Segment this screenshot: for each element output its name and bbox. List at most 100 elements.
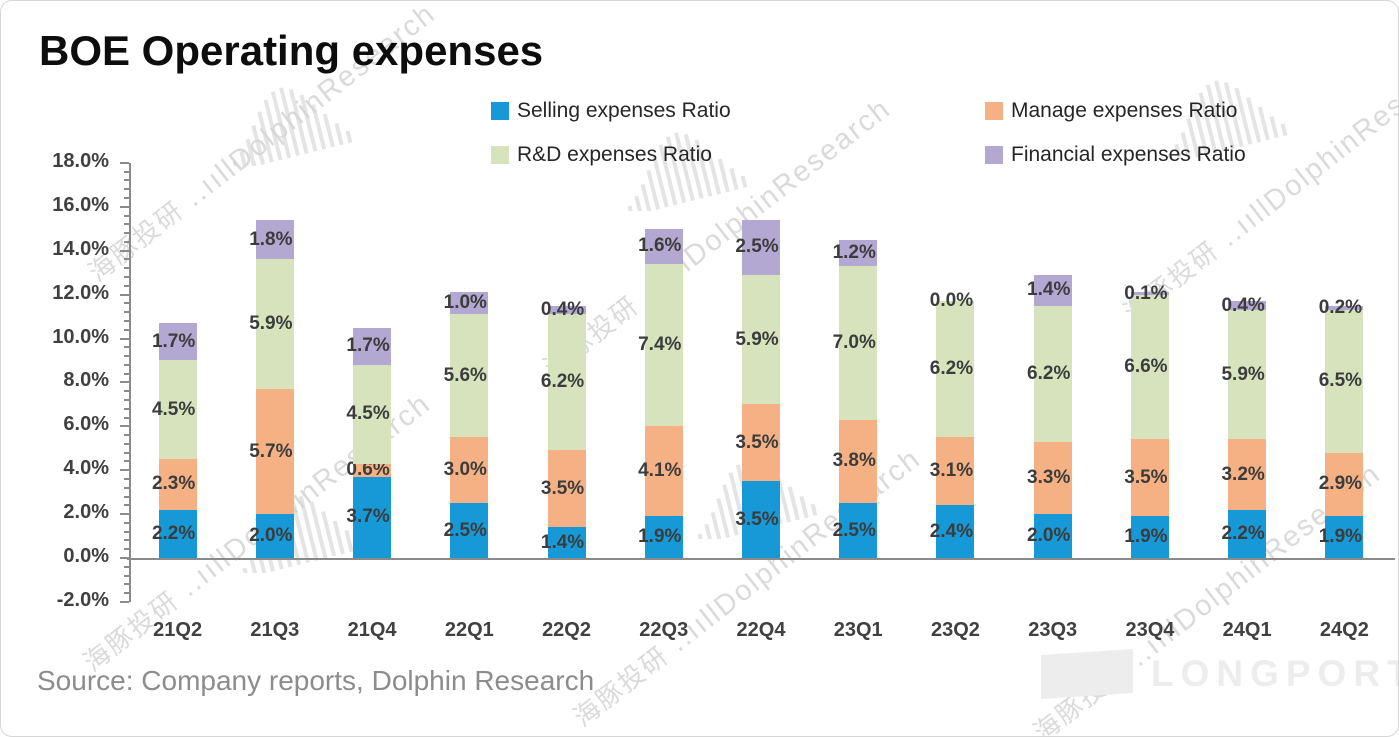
bar-segment xyxy=(255,514,294,558)
bar-segment xyxy=(1325,452,1364,517)
data-label: 5.7% xyxy=(249,440,293,462)
y-axis-label: 0.0% xyxy=(63,545,109,567)
bar-segment xyxy=(450,314,489,438)
data-label: 4.1% xyxy=(638,460,682,482)
bar-segment xyxy=(255,259,294,389)
y-axis-label: 16.0% xyxy=(52,193,109,216)
data-label: 1.4% xyxy=(540,531,585,553)
data-label: 1.7% xyxy=(346,335,390,357)
bar-segment xyxy=(644,516,683,558)
bar-segment xyxy=(547,450,586,528)
y-major-tick xyxy=(120,425,129,428)
data-label: 1.9% xyxy=(1318,526,1363,548)
y-minor-tick xyxy=(124,442,129,445)
y-minor-tick xyxy=(124,197,129,200)
y-minor-tick xyxy=(124,355,129,358)
bar-segment xyxy=(644,228,683,264)
data-label: 3.8% xyxy=(832,450,876,472)
x-axis-label: 24Q2 xyxy=(1319,619,1369,641)
bar-segment xyxy=(353,476,392,558)
bar-segment xyxy=(1228,509,1267,558)
data-label: 3.5% xyxy=(735,508,779,530)
legend-item-manage: Manage expenses Ratio xyxy=(985,99,1237,123)
y-axis-label: 14.0% xyxy=(52,237,109,260)
y-minor-tick xyxy=(124,284,129,287)
bar-segment xyxy=(1033,441,1072,515)
y-major-tick xyxy=(120,205,129,208)
data-label: 0.6% xyxy=(346,459,390,481)
bar-segment xyxy=(742,274,780,405)
y-minor-tick xyxy=(124,372,129,375)
bar-segment xyxy=(450,437,489,504)
data-label: 1.8% xyxy=(249,228,293,250)
bar-segment xyxy=(839,239,878,267)
data-label: 3.5% xyxy=(735,431,779,453)
bar-segment xyxy=(255,219,294,260)
x-axis-label: 22Q2 xyxy=(542,619,591,641)
y-minor-tick xyxy=(124,363,129,366)
data-label: 3.0% xyxy=(443,459,487,481)
y-minor-tick xyxy=(124,319,129,322)
bar-segment xyxy=(644,426,683,517)
legend-label: Selling expenses Ratio xyxy=(517,99,731,122)
y-minor-tick xyxy=(124,521,129,524)
data-label: 3.5% xyxy=(1124,466,1168,488)
bar-segment xyxy=(353,463,392,477)
bar-segment xyxy=(547,314,586,451)
y-minor-tick xyxy=(124,451,129,454)
data-label: 2.2% xyxy=(1221,522,1265,544)
bar-segment xyxy=(644,263,683,427)
y-minor-tick xyxy=(124,232,129,235)
data-label: 5.9% xyxy=(249,313,293,335)
bar-segment xyxy=(742,481,780,558)
x-axis-line xyxy=(127,558,1395,560)
bar-segment xyxy=(158,360,197,460)
bar-segment xyxy=(353,327,392,365)
data-label: 2.5% xyxy=(832,519,876,541)
data-label: 6.2% xyxy=(540,371,585,393)
data-label: 2.5% xyxy=(443,519,487,541)
y-minor-tick xyxy=(124,398,129,401)
bar-segment xyxy=(450,292,489,315)
y-major-tick xyxy=(120,337,129,340)
data-label: 0.0% xyxy=(929,290,974,312)
bar-segment xyxy=(1033,305,1072,442)
y-minor-tick xyxy=(124,170,129,173)
rnd-legend-swatch xyxy=(491,146,509,164)
data-label: 1.9% xyxy=(1124,526,1168,548)
bar-segment xyxy=(936,505,975,558)
data-label: 2.0% xyxy=(1027,525,1071,547)
data-label: 2.9% xyxy=(1318,473,1363,495)
bar-segment xyxy=(1130,294,1169,440)
bar-segment xyxy=(1228,439,1267,510)
y-minor-tick xyxy=(124,188,129,191)
bar-segment xyxy=(1130,516,1169,558)
y-minor-tick xyxy=(124,486,129,489)
data-label: 6.6% xyxy=(1124,356,1168,378)
data-label: 1.6% xyxy=(638,235,682,257)
legend-item-rnd: R&D expenses Ratio xyxy=(491,143,712,167)
y-axis-label: 12.0% xyxy=(52,281,109,304)
bar-segment xyxy=(158,323,197,361)
x-axis-label: 23Q1 xyxy=(833,619,883,641)
bar-segment xyxy=(936,301,975,438)
x-axis-label: 23Q4 xyxy=(1125,619,1175,641)
selling-legend-swatch xyxy=(491,102,509,120)
data-label: 0.1% xyxy=(1124,282,1168,304)
bar-segment xyxy=(742,404,780,482)
data-label: 0.4% xyxy=(1221,294,1265,316)
data-label: 0.2% xyxy=(1318,296,1363,318)
y-minor-tick xyxy=(124,477,129,480)
y-minor-tick xyxy=(124,179,129,182)
data-label: 3.7% xyxy=(346,506,390,528)
longport-logo: LONGPORT xyxy=(1041,649,1398,699)
x-axis-label: 21Q4 xyxy=(347,619,397,641)
y-minor-tick xyxy=(124,416,129,419)
y-major-tick xyxy=(120,557,129,559)
y-minor-tick xyxy=(124,460,129,463)
data-label: 5.6% xyxy=(443,364,487,386)
manage-legend-swatch xyxy=(985,102,1003,120)
y-minor-tick xyxy=(124,328,129,331)
y-minor-tick xyxy=(124,311,129,314)
bar-segment xyxy=(1130,292,1169,295)
